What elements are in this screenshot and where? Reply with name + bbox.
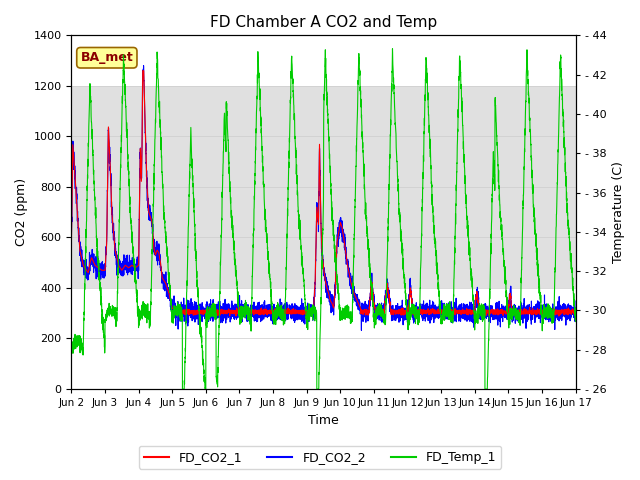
Bar bbox=[72, 86, 575, 288]
Y-axis label: CO2 (ppm): CO2 (ppm) bbox=[15, 178, 28, 246]
Title: FD Chamber A CO2 and Temp: FD Chamber A CO2 and Temp bbox=[210, 15, 437, 30]
Y-axis label: Temperature (C): Temperature (C) bbox=[612, 161, 625, 263]
Text: BA_met: BA_met bbox=[81, 51, 133, 64]
X-axis label: Time: Time bbox=[308, 414, 339, 427]
Legend: FD_CO2_1, FD_CO2_2, FD_Temp_1: FD_CO2_1, FD_CO2_2, FD_Temp_1 bbox=[139, 446, 501, 469]
